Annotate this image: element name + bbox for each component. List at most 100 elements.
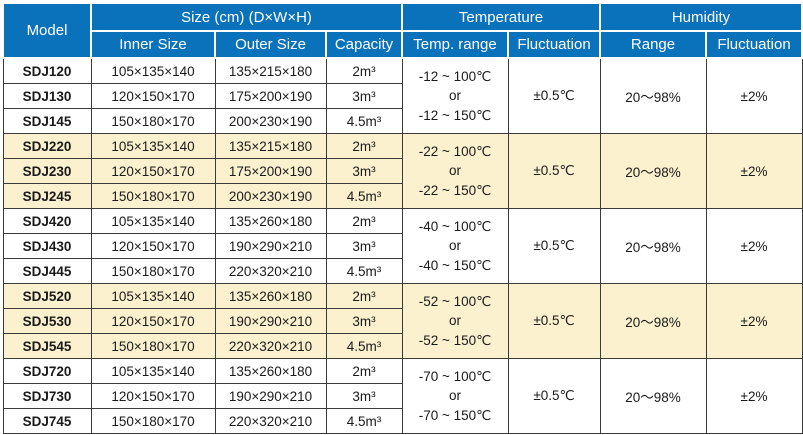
model-cell: SDJ530 — [2, 308, 92, 334]
inner-size-cell: 120×150×170 — [90, 308, 216, 334]
table-row: SDJ120 105×135×140 135×215×180 2m³ -12 ~ 100… — [2, 57, 803, 134]
outer-size-cell: 135×260×180 — [214, 283, 327, 309]
outer-size-cell: 220×320×210 — [214, 333, 327, 359]
model-cell: SDJ145 — [2, 108, 92, 134]
header-outer-size: Outer Size — [214, 30, 327, 59]
model-cell: SDJ720 — [2, 358, 92, 384]
table-row: SDJ220 105×135×140 135×215×180 2m³ -22 ~ 100… — [2, 133, 803, 209]
model-cell: SDJ120 — [2, 57, 92, 84]
inner-size-cell: 105×135×140 — [90, 133, 216, 159]
humidity-fluctuation-cell: ±2% — [705, 57, 803, 134]
table-row: SDJ230 120×150×170 175×200×190 3m³ — [2, 158, 802, 184]
inner-size-cell: 120×150×170 — [90, 233, 216, 259]
capacity-cell: 4.5m³ — [325, 108, 403, 134]
outer-size-cell: 190×290×210 — [214, 308, 327, 334]
outer-size-cell: 190×290×210 — [214, 233, 327, 259]
header-temperature-group: Temperature — [401, 2, 601, 32]
inner-size-cell: 150×180×170 — [90, 258, 216, 284]
outer-size-cell: 175×200×190 — [214, 158, 327, 184]
model-cell: SDJ230 — [2, 158, 92, 184]
model-cell: SDJ430 — [2, 233, 92, 259]
model-cell: SDJ420 — [2, 208, 92, 234]
header-size-group: Size (cm) (D×W×H) — [90, 2, 403, 32]
table-row: SDJ245 150×180×170 200×230×190 4.5m³ — [2, 183, 802, 209]
table-row: SDJ430 120×150×170 190×290×210 3m³ — [2, 233, 802, 259]
capacity-cell: 4.5m³ — [325, 333, 403, 359]
humidity-fluctuation-cell: ±2% — [705, 358, 803, 434]
capacity-cell: 3m³ — [325, 308, 403, 334]
header-temp-fluctuation: Fluctuation — [507, 30, 601, 59]
capacity-cell: 4.5m³ — [325, 258, 403, 284]
temp-fluctuation-cell: ±0.5℃ — [507, 133, 601, 209]
table-row: SDJ520 105×135×140 135×260×180 2m³ -52 ~ 100… — [2, 283, 803, 359]
table-row: SDJ420 105×135×140 135×260×180 2m³ -40 ~ 100… — [2, 208, 803, 284]
outer-size-cell: 135×260×180 — [214, 208, 327, 234]
outer-size-cell: 200×230×190 — [214, 108, 327, 134]
model-cell: SDJ520 — [2, 283, 92, 309]
model-cell: SDJ130 — [2, 83, 92, 109]
model-cell: SDJ445 — [2, 258, 92, 284]
table-row: SDJ145 150×180×170 200×230×190 4.5m³ — [2, 108, 802, 134]
table-header: Model Size (cm) (D×W×H) Temperature Humi… — [2, 2, 803, 59]
header-inner-size: Inner Size — [90, 30, 216, 59]
temp-fluctuation-cell: ±0.5℃ — [507, 283, 601, 359]
inner-size-cell: 150×180×170 — [90, 408, 216, 434]
outer-size-cell: 220×320×210 — [214, 408, 327, 434]
inner-size-cell: 105×135×140 — [90, 57, 216, 84]
inner-size-cell: 120×150×170 — [90, 83, 216, 109]
table-row: SDJ730 120×150×170 190×290×210 3m³ — [2, 383, 802, 409]
inner-size-cell: 150×180×170 — [90, 183, 216, 209]
inner-size-cell: 105×135×140 — [90, 283, 216, 309]
model-cell: SDJ730 — [2, 383, 92, 409]
header-humidity-range: Range — [599, 30, 707, 59]
model-cell: SDJ220 — [2, 133, 92, 159]
header-model: Model — [2, 2, 92, 59]
capacity-cell: 2m³ — [325, 283, 403, 309]
temp-fluctuation-cell: ±0.5℃ — [507, 208, 601, 284]
outer-size-cell: 175×200×190 — [214, 83, 327, 109]
header-capacity: Capacity — [325, 30, 403, 59]
inner-size-cell: 150×180×170 — [90, 333, 216, 359]
temp-fluctuation-cell: ±0.5℃ — [507, 57, 601, 134]
capacity-cell: 2m³ — [325, 133, 403, 159]
humidity-fluctuation-cell: ±2% — [705, 133, 803, 209]
temp-range-cell: -22 ~ 100℃ or -22 ~ 150℃ — [401, 133, 509, 209]
table-row: SDJ720 105×135×140 135×260×180 2m³ -70 ~ 100… — [2, 358, 803, 434]
temp-range-cell: -12 ~ 100℃ or -12 ~ 150℃ — [401, 57, 509, 134]
model-cell: SDJ245 — [2, 183, 92, 209]
capacity-cell: 2m³ — [325, 358, 403, 384]
capacity-cell: 2m³ — [325, 208, 403, 234]
humidity-fluctuation-cell: ±2% — [705, 208, 803, 284]
temp-range-cell: -40 ~ 100℃ or -40 ~ 150℃ — [401, 208, 509, 284]
table-row: SDJ445 150×180×170 220×320×210 4.5m³ — [2, 258, 802, 284]
outer-size-cell: 190×290×210 — [214, 383, 327, 409]
inner-size-cell: 120×150×170 — [90, 158, 216, 184]
table-row: SDJ130 120×150×170 175×200×190 3m³ — [2, 83, 802, 109]
humidity-range-cell: 20～98% — [599, 283, 707, 359]
outer-size-cell: 135×215×180 — [214, 57, 327, 84]
capacity-cell: 3m³ — [325, 83, 403, 109]
humidity-range-cell: 20～98% — [599, 57, 707, 134]
outer-size-cell: 200×230×190 — [214, 183, 327, 209]
inner-size-cell: 105×135×140 — [90, 208, 216, 234]
model-cell: SDJ745 — [2, 408, 92, 434]
inner-size-cell: 120×150×170 — [90, 383, 216, 409]
header-humidity-group: Humidity — [598, 2, 803, 32]
table-row: SDJ545 150×180×170 220×320×210 4.5m³ — [2, 333, 802, 359]
temp-fluctuation-cell: ±0.5℃ — [507, 358, 601, 434]
temp-range-cell: -52 ~ 100℃ or -52 ~ 150℃ — [401, 283, 509, 359]
header-temp-range: Temp. range — [401, 30, 509, 59]
table-row: SDJ745 150×180×170 220×320×210 4.5m³ — [2, 408, 802, 434]
capacity-cell: 3m³ — [325, 383, 403, 409]
humidity-fluctuation-cell: ±2% — [705, 283, 803, 359]
capacity-cell: 3m³ — [325, 233, 403, 259]
humidity-range-cell: 20～98% — [599, 133, 707, 209]
capacity-cell: 4.5m³ — [325, 408, 403, 434]
temp-range-cell: -70 ~ 100℃ or -70 ~ 150℃ — [401, 358, 509, 434]
outer-size-cell: 135×260×180 — [214, 358, 327, 384]
outer-size-cell: 135×215×180 — [214, 133, 327, 159]
capacity-cell: 2m³ — [325, 57, 403, 84]
table-body: SDJ120 105×135×140 135×215×180 2m³ -12 ~ 100… — [2, 57, 803, 434]
